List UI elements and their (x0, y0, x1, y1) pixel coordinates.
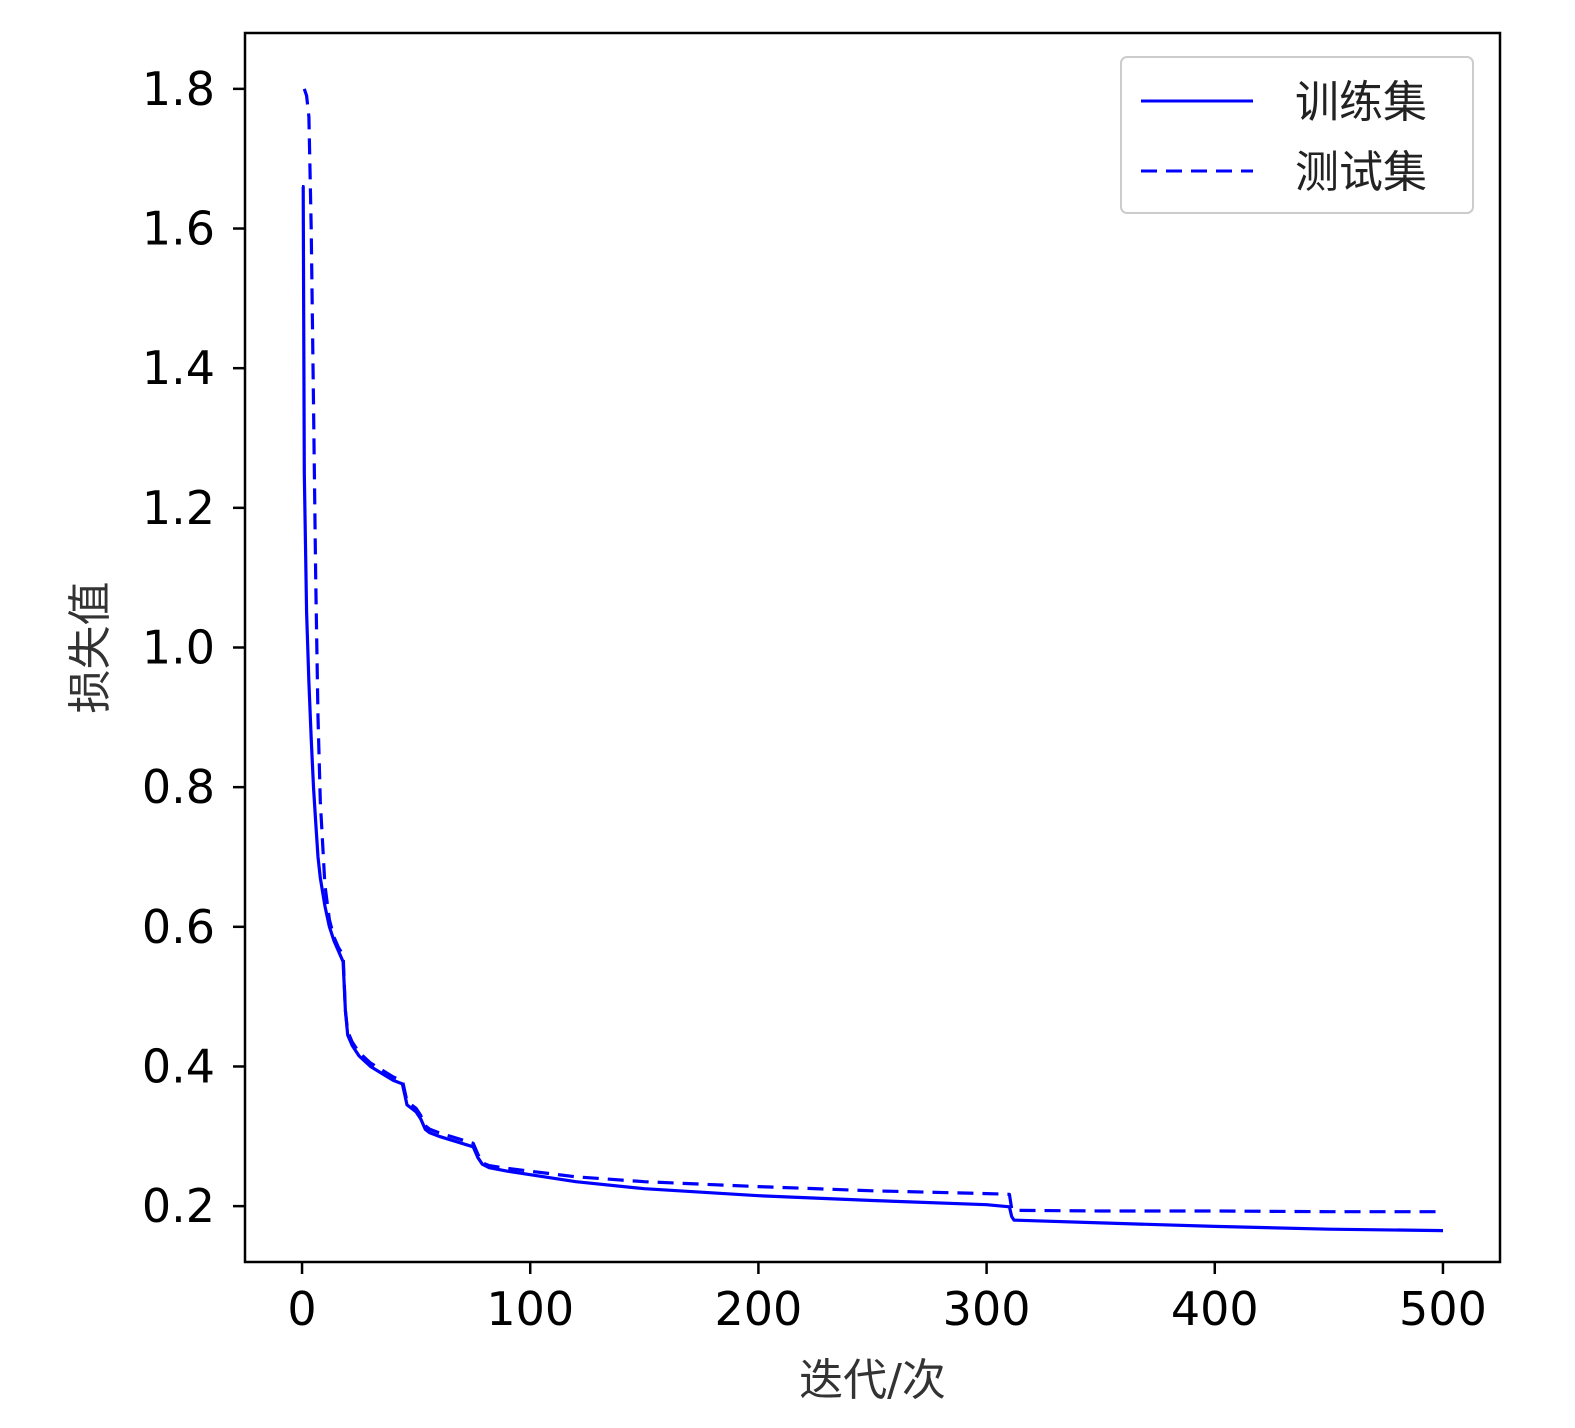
x-tick-label: 0 (287, 1282, 316, 1336)
legend-box (1120, 56, 1474, 214)
series-layer (301, 88, 1444, 1233)
legend: 训练集 测试集 (1120, 56, 1474, 214)
y-tick-label: 1.0 (142, 621, 215, 675)
series-line-test (302, 88, 1443, 1214)
y-axis-label: 损失值 (65, 582, 116, 714)
y-tick-label: 0.4 (142, 1039, 215, 1093)
x-axis-label: 迭代/次 (799, 1355, 946, 1406)
y-tick-label: 1.6 (142, 202, 215, 256)
plot-area-frame (243, 31, 1502, 1264)
x-tick-label: 300 (943, 1282, 1031, 1336)
x-tick-label: 500 (1399, 1282, 1487, 1336)
y-tick-label: 0.8 (142, 760, 215, 814)
x-tick-label: 400 (1171, 1282, 1259, 1336)
x-tick-label: 200 (715, 1282, 803, 1336)
legend-label-train: 训练集 (1295, 77, 1427, 128)
y-tick-label: 1.2 (142, 481, 215, 535)
x-tick-label: 100 (486, 1282, 574, 1336)
y-tick-label: 0.2 (142, 1179, 215, 1233)
y-tick-label: 1.4 (142, 341, 215, 395)
y-tick-label: 0.6 (142, 900, 215, 954)
y-tick-label: 1.8 (142, 62, 215, 116)
series-line-train (301, 185, 1444, 1233)
legend-label-test: 测试集 (1295, 147, 1427, 198)
ticks-layer: 0 100 200 300 400 500 0.2 0.4 0.6 0.8 1.0 1.2 1.4 1.6… (142, 62, 1487, 1336)
